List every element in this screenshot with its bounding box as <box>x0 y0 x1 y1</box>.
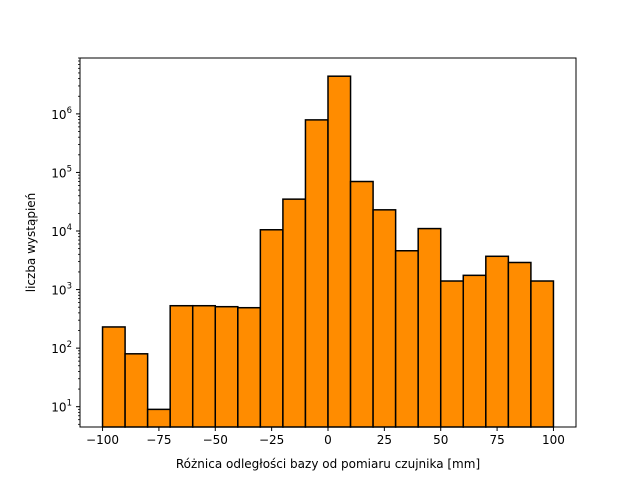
x-axis-label: Różnica odległości bazy od pomiaru czujn… <box>176 457 480 471</box>
histogram-bar <box>237 306 262 428</box>
y-tick-label: 103 <box>51 282 72 298</box>
y-tick-label: 102 <box>51 340 72 356</box>
histogram-bar <box>191 304 217 428</box>
y-axis-ticks: 101 102 103 104 105 106 <box>51 57 80 425</box>
y-axis-label: liczba wystąpień <box>24 193 38 293</box>
x-tick-label: −75 <box>146 433 171 447</box>
histogram-bar <box>507 261 532 428</box>
histogram-bar <box>530 280 555 428</box>
y-tick-label: 104 <box>51 223 72 239</box>
histogram-bar <box>462 274 487 428</box>
x-axis-ticks: −100 −75 −50 −25 0 25 50 75 100 <box>86 427 565 447</box>
y-tick-label: 105 <box>51 164 72 180</box>
histogram-bar <box>327 75 352 428</box>
histogram-bar <box>146 408 171 428</box>
histogram-bar <box>169 304 194 428</box>
histogram-bar <box>372 209 397 428</box>
x-tick-label: 50 <box>433 433 448 447</box>
histogram-bar <box>394 250 419 428</box>
y-tick-label: 106 <box>51 106 72 122</box>
histogram-bar <box>124 353 149 428</box>
y-tick-label: 101 <box>51 399 72 415</box>
x-tick-label: 0 <box>324 433 332 447</box>
x-tick-label: −25 <box>259 433 284 447</box>
histogram-bar <box>214 305 239 428</box>
histogram-bar <box>349 180 374 428</box>
x-tick-label: 25 <box>377 433 392 447</box>
histogram-bar <box>304 119 329 428</box>
histogram-bar <box>259 229 284 428</box>
histogram-bar <box>282 198 307 428</box>
histogram-bar <box>417 227 442 428</box>
histogram-bar <box>101 326 126 428</box>
x-tick-label: −50 <box>203 433 228 447</box>
bars-group <box>101 75 555 428</box>
histogram-bar <box>485 255 510 428</box>
x-tick-label: 100 <box>542 433 565 447</box>
histogram-bar <box>439 280 465 428</box>
x-tick-label: −100 <box>86 433 119 447</box>
x-tick-label: 75 <box>489 433 504 447</box>
